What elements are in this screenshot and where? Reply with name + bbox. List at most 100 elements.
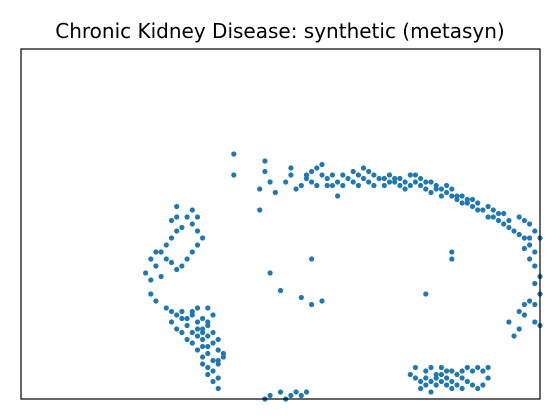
- data-point: [516, 308, 522, 315]
- data-point: [428, 389, 434, 395]
- data-point: [469, 368, 476, 374]
- data-point: [288, 165, 294, 171]
- data-point: [418, 182, 424, 189]
- data-point: [433, 182, 439, 189]
- data-point: [485, 364, 491, 371]
- data-point: [532, 280, 538, 287]
- data-point: [340, 172, 346, 178]
- data-point: [521, 235, 528, 241]
- data-point: [329, 172, 335, 178]
- data-point: [267, 179, 273, 185]
- data-point: [205, 350, 211, 357]
- data-point: [412, 172, 418, 178]
- data-point: [485, 203, 491, 210]
- data-point: [335, 179, 341, 185]
- data-point: [174, 326, 180, 332]
- data-point: [200, 329, 206, 336]
- data-point: [506, 224, 512, 231]
- data-point: [532, 301, 538, 308]
- data-point: [355, 172, 361, 178]
- data-points: [143, 151, 543, 402]
- data-point: [516, 231, 522, 238]
- data-point: [423, 291, 429, 297]
- data-point: [288, 172, 294, 178]
- data-point: [194, 326, 201, 332]
- data-point: [521, 217, 528, 224]
- data-point: [210, 368, 216, 374]
- data-point: [464, 378, 470, 385]
- data-point: [521, 312, 528, 318]
- data-point: [532, 319, 538, 325]
- data-point: [205, 343, 211, 350]
- data-point: [511, 333, 517, 339]
- data-point: [454, 193, 460, 199]
- data-point: [360, 175, 367, 182]
- data-point: [495, 210, 502, 217]
- data-point: [459, 200, 465, 206]
- data-point: [392, 175, 398, 182]
- data-point: [148, 256, 154, 262]
- data-point: [210, 340, 216, 346]
- data-point: [469, 196, 476, 203]
- data-point: [527, 298, 533, 304]
- data-point: [163, 305, 169, 311]
- data-point: [418, 378, 424, 385]
- data-point: [179, 308, 185, 315]
- data-point: [360, 165, 367, 171]
- data-point: [527, 235, 533, 241]
- data-point: [444, 182, 450, 189]
- data-point: [532, 263, 538, 269]
- data-point: [231, 151, 237, 157]
- data-point: [179, 263, 185, 269]
- data-point: [423, 368, 429, 374]
- data-point: [257, 186, 263, 192]
- data-point: [194, 333, 201, 339]
- data-point: [449, 385, 455, 392]
- data-point: [174, 203, 180, 210]
- data-point: [459, 385, 465, 392]
- plot-area-frame: [20, 48, 541, 400]
- data-point: [469, 203, 476, 210]
- data-point: [438, 193, 444, 199]
- data-point: [433, 371, 439, 378]
- data-point: [194, 305, 201, 311]
- data-point: [506, 217, 512, 224]
- data-point: [179, 315, 185, 322]
- data-point: [407, 172, 413, 178]
- data-point: [148, 291, 154, 297]
- data-point: [309, 256, 315, 262]
- data-point: [174, 266, 180, 273]
- data-point: [153, 249, 159, 255]
- data-point: [184, 214, 190, 220]
- data-point: [516, 214, 522, 220]
- data-point: [495, 217, 502, 224]
- data-point: [153, 263, 159, 269]
- data-point: [189, 221, 195, 227]
- data-point: [449, 249, 455, 255]
- data-point: [189, 249, 195, 255]
- data-point: [402, 186, 408, 192]
- data-point: [532, 249, 538, 255]
- data-point: [309, 179, 315, 185]
- data-point: [314, 165, 320, 171]
- data-point: [366, 179, 372, 185]
- data-point: [210, 329, 216, 336]
- data-point: [200, 336, 206, 343]
- data-point: [335, 193, 341, 199]
- data-point: [459, 368, 465, 374]
- data-point: [184, 315, 190, 322]
- data-point: [303, 172, 310, 178]
- data-point: [205, 371, 211, 378]
- data-point: [148, 277, 154, 283]
- data-point: [449, 193, 455, 199]
- data-point: [205, 305, 211, 311]
- data-point: [293, 186, 299, 192]
- data-point: [194, 214, 201, 220]
- data-point: [423, 179, 429, 185]
- data-point: [194, 347, 201, 353]
- data-point: [168, 235, 175, 241]
- data-point: [438, 378, 444, 385]
- data-point: [194, 319, 201, 325]
- data-point: [350, 168, 356, 175]
- data-point: [293, 389, 299, 395]
